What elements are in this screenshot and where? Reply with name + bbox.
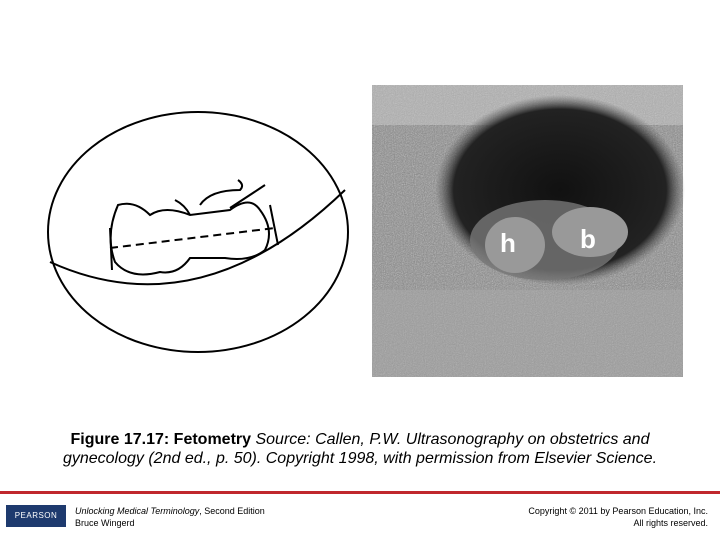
book-info: Unlocking Medical Terminology, Second Ed…: [75, 505, 265, 529]
figure: h b: [47, 85, 685, 377]
book-line: Unlocking Medical Terminology, Second Ed…: [75, 505, 265, 517]
copyright-info: Copyright © 2011 by Pearson Education, I…: [528, 505, 708, 529]
image-label: h: [500, 228, 516, 258]
book-title: Unlocking Medical Terminology: [75, 506, 200, 516]
rights: All rights reserved.: [633, 518, 708, 528]
fetus-diagram: [47, 111, 349, 353]
divider: [0, 491, 720, 494]
caption: Figure 17.17: Fetometry Source: Callen, …: [40, 430, 680, 468]
copyright: Copyright © 2011 by Pearson Education, I…: [528, 506, 708, 516]
edition: , Second Edition: [199, 506, 265, 516]
author: Bruce Wingerd: [75, 518, 135, 528]
ultrasound-image: h b: [372, 85, 685, 377]
caption-label: Figure 17.17: Fetometry: [70, 431, 252, 448]
logo: PEARSON: [6, 505, 66, 527]
image-label: b: [580, 224, 596, 254]
caption-text: Source: Callen, P.W. Ultrasonography on …: [62, 431, 658, 467]
